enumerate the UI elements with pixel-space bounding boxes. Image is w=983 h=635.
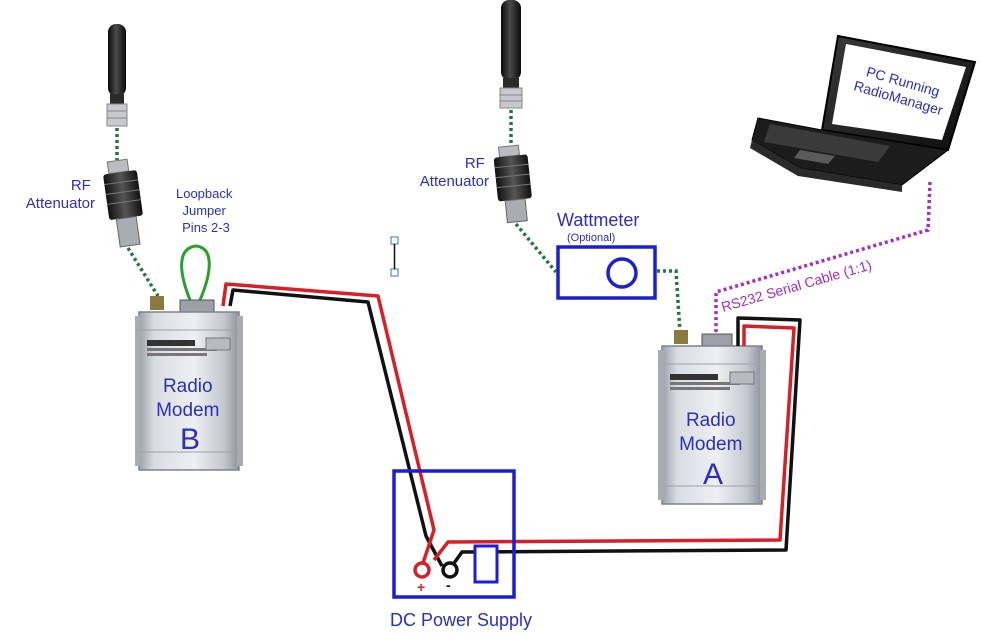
- power-wire-a-red: [432, 324, 796, 562]
- laptop-pc: [750, 28, 983, 192]
- rf-attenuator-right: [493, 144, 532, 224]
- power-wire-b-red: [221, 282, 436, 567]
- wattmeter-box: [556, 245, 657, 300]
- rf-link-wattmeter-modem: [657, 269, 682, 333]
- wattmeter-label: Wattmeter: [557, 210, 639, 230]
- negative-terminal: [441, 561, 459, 579]
- selection-handle: [390, 236, 399, 277]
- rf-link-right-wattmeter: [514, 222, 558, 274]
- rf-link-left-modem: [126, 247, 160, 297]
- radio-modem-a: [658, 330, 766, 505]
- power-wire-a-black: [450, 316, 802, 568]
- antenna-left: [106, 24, 128, 127]
- minus-terminal-label: -: [446, 577, 451, 593]
- rf-attenuator-left-label: RF Attenuator: [26, 177, 95, 212]
- power-wire-b-black: [228, 288, 444, 567]
- wattmeter-optional-label: (Optional): [567, 232, 615, 244]
- radio-modem-b: [135, 296, 243, 471]
- radio-modem-a-label: Radio Modem A: [679, 410, 747, 491]
- dc-power-supply-label: DC Power Supply: [390, 610, 532, 630]
- loopback-jumper-wire: [180, 244, 211, 301]
- rs232-serial-cable: [714, 181, 932, 338]
- rf-attenuator-right-label: RF Attenuator: [420, 155, 489, 190]
- dc-power-supply: [392, 469, 516, 599]
- radio-modem-b-label: Radio Modem B: [156, 376, 224, 456]
- positive-terminal: [413, 561, 431, 579]
- plus-terminal-label: +: [417, 579, 425, 595]
- rf-attenuator-left: [103, 158, 143, 248]
- loopback-jumper-label: Loopback Jumper Pins 2-3: [176, 186, 236, 235]
- antenna-right: [499, 0, 523, 109]
